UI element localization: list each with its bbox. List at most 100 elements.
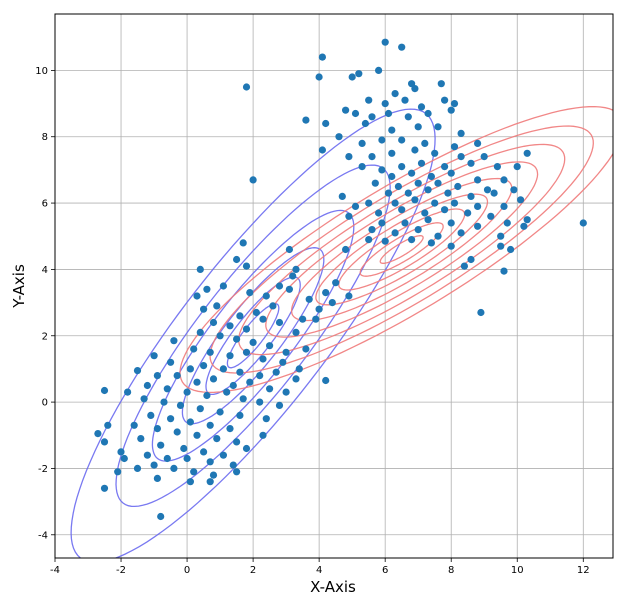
scatter-point: [262, 292, 270, 300]
scatter-point: [193, 431, 201, 439]
scatter-point: [275, 318, 284, 327]
scatter-point: [147, 411, 155, 419]
scatter-point: [196, 405, 204, 413]
scatter-point: [153, 372, 161, 380]
scatter-point: [391, 199, 399, 207]
scatter-point: [170, 464, 178, 472]
scatter-point: [434, 232, 442, 240]
scatter-point: [467, 159, 475, 167]
scatter-point: [332, 279, 340, 287]
scatter-point: [414, 226, 422, 234]
scatter-point: [441, 96, 449, 104]
scatter-point: [318, 146, 326, 154]
scatter-point: [249, 338, 257, 346]
scatter-point: [381, 237, 389, 245]
scatter-point: [520, 222, 528, 230]
scatter-point: [384, 109, 393, 118]
scatter-point: [150, 352, 158, 360]
blue-contour-line: [115, 164, 391, 508]
scatter-point: [305, 295, 313, 303]
scatter-point: [100, 438, 109, 446]
scatter-point: [246, 289, 254, 297]
scatter-point: [500, 202, 508, 210]
scatter-point: [381, 38, 389, 46]
scatter-point: [358, 163, 366, 171]
scatter-point: [437, 80, 445, 88]
scatter-point: [365, 199, 373, 207]
scatter-point: [513, 163, 521, 171]
scatter-point: [477, 308, 485, 317]
scatter-point: [200, 305, 208, 313]
scatter-point: [391, 90, 399, 98]
scatter-point: [434, 123, 442, 131]
scatter-point: [124, 388, 132, 396]
scatter-point: [378, 166, 386, 174]
scatter-point: [322, 376, 330, 385]
red-contour-line: [290, 177, 513, 322]
scatter-point: [474, 222, 482, 230]
scatter-point: [351, 109, 360, 118]
y-tick-label: 0: [42, 398, 48, 409]
scatter-point: [434, 179, 442, 187]
scatter-point: [216, 408, 224, 416]
scatter-point: [365, 96, 373, 104]
scatter-point: [275, 401, 284, 409]
scatter-point: [153, 425, 161, 433]
scatter-point: [424, 186, 432, 194]
scatter-point: [256, 398, 264, 406]
scatter-point: [342, 106, 350, 114]
scatter-point: [474, 202, 482, 210]
scatter-point: [384, 189, 393, 197]
scatter-point: [398, 43, 406, 51]
x-tick-label: 8: [448, 565, 454, 576]
scatter-point: [292, 265, 300, 273]
scatter-point: [431, 199, 439, 207]
scatter-point: [480, 153, 488, 161]
scatter-point: [457, 153, 465, 161]
scatter-point: [186, 418, 194, 426]
contour-lines: [70, 105, 613, 558]
scatter-point: [503, 219, 511, 227]
y-tick-label: 2: [42, 331, 48, 342]
scatter-point: [242, 444, 251, 453]
scatter-point: [375, 209, 383, 217]
scatter-point: [292, 375, 300, 383]
scatter-point: [246, 378, 254, 386]
scatter-point: [114, 468, 122, 476]
scatter-point: [219, 451, 227, 459]
scatter-point: [378, 136, 386, 144]
scatter-point: [104, 421, 112, 429]
scatter-point: [457, 129, 465, 137]
red-contour-line: [179, 105, 613, 394]
scatter-point: [312, 315, 320, 323]
scatter-point: [226, 352, 234, 360]
scatter-point: [285, 285, 293, 293]
scatter-point: [242, 348, 251, 356]
scatter-point: [398, 163, 406, 171]
scatter-point: [345, 153, 353, 161]
scatter-point: [342, 245, 350, 254]
scatter-point: [414, 179, 422, 187]
data-points: [94, 38, 587, 521]
x-tick-label: 0: [184, 565, 190, 576]
scatter-point: [328, 299, 336, 307]
scatter-point: [368, 153, 376, 161]
scatter-point: [497, 232, 505, 240]
scatter-point: [355, 70, 363, 78]
scatter-point: [266, 342, 274, 350]
scatter-point: [467, 255, 475, 264]
x-axis-ticks: -4 -2 0 2 4 6 8 10 12: [50, 558, 590, 576]
scatter-point: [348, 73, 356, 81]
scatter-point: [173, 428, 181, 436]
scatter-point: [236, 368, 244, 376]
scatter-point: [94, 430, 102, 438]
scatter-point: [242, 83, 251, 91]
scatter-point: [272, 368, 280, 376]
scatter-point: [229, 381, 237, 390]
scatter-point: [441, 163, 449, 171]
scatter-point: [378, 219, 386, 227]
scatter-point: [368, 226, 376, 234]
scatter-point: [193, 292, 201, 300]
scatter-point: [427, 172, 435, 181]
scatter-point: [345, 292, 353, 300]
